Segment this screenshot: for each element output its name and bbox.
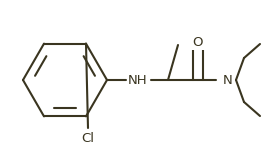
Text: NH: NH [128,73,148,87]
Text: O: O [193,36,203,49]
Text: N: N [223,73,233,87]
Text: Cl: Cl [81,132,94,144]
